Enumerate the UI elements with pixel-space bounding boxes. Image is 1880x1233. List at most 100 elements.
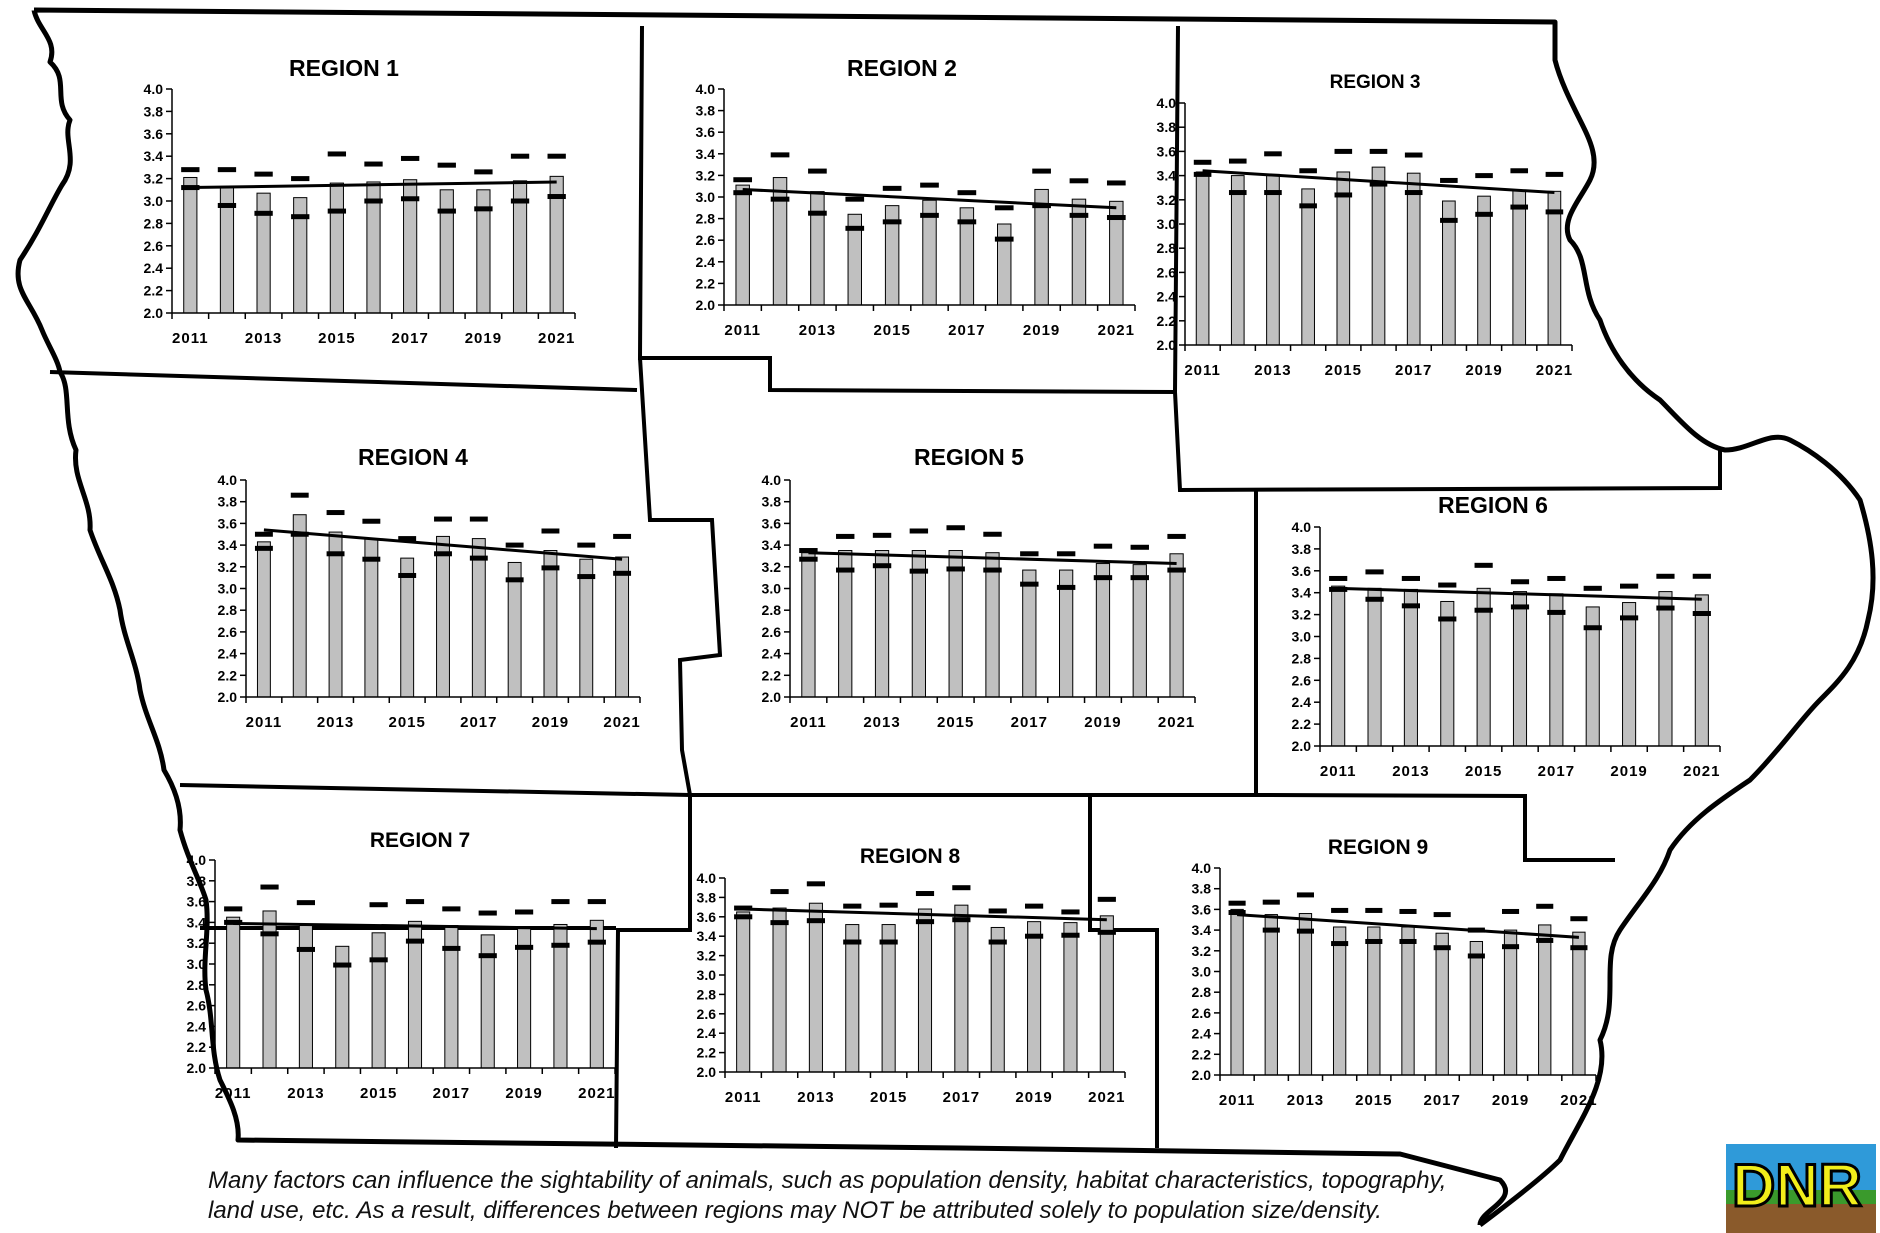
lower-ci-marker (957, 219, 977, 225)
y-tick-label: 3.0 (1157, 216, 1177, 232)
lower-ci-marker (808, 210, 827, 216)
trend-line (233, 921, 597, 931)
y-tick-label: 3.2 (696, 167, 716, 183)
upper-ci-marker (1656, 573, 1675, 579)
bar (881, 924, 896, 1073)
upper-ci-marker (1025, 903, 1044, 909)
y-tick-label: 2.8 (218, 602, 238, 618)
x-tick-label: 2011 (1184, 362, 1221, 379)
upper-ci-marker (1228, 158, 1247, 164)
upper-ci-marker (1401, 575, 1420, 581)
upper-ci-marker (1620, 583, 1639, 589)
bar (1332, 926, 1347, 1076)
lower-ci-marker (1510, 204, 1529, 210)
y-tick-label: 2.4 (1192, 1026, 1212, 1042)
upper-ci-marker (770, 889, 789, 895)
bar (1331, 585, 1346, 747)
y-tick-label: 3.6 (218, 515, 238, 531)
trend-line (190, 180, 557, 190)
y-tick-label: 3.0 (187, 956, 207, 972)
bar (1403, 588, 1418, 747)
y-tick-label: 2.8 (1192, 984, 1212, 1000)
lower-ci-marker (1262, 927, 1280, 933)
lower-ci-marker (405, 938, 425, 944)
lower-ci-marker (1570, 945, 1588, 951)
upper-ci-marker (799, 548, 818, 554)
lower-ci-marker (1097, 929, 1116, 935)
upper-ci-marker (952, 885, 971, 891)
bar (292, 514, 307, 698)
trend-line (1338, 586, 1702, 601)
x-tick-label: 2019 (1465, 362, 1502, 379)
y-tick-label: 3.0 (1292, 629, 1312, 645)
lower-ci-marker (587, 939, 606, 945)
y-tick-label: 3.8 (187, 873, 207, 889)
bar (1538, 924, 1552, 1076)
y-tick-label: 3.4 (696, 146, 716, 162)
lower-ci-marker (469, 555, 488, 561)
upper-ci-marker (1093, 543, 1113, 549)
upper-ci-marker (1056, 551, 1076, 557)
region-border (1173, 391, 1722, 493)
lower-ci-marker (1069, 212, 1089, 218)
bar (1230, 175, 1245, 346)
x-tick-label: 2011 (246, 714, 283, 731)
upper-ci-marker (1061, 909, 1080, 915)
x-tick-label: 2013 (797, 1089, 834, 1106)
y-tick-label: 4.0 (1157, 95, 1177, 111)
lower-ci-marker (988, 939, 1007, 945)
upper-ci-marker (405, 899, 425, 905)
bar (990, 926, 1005, 1073)
lower-ci-marker (1656, 605, 1675, 611)
y-tick-label: 3.6 (697, 909, 717, 925)
upper-ci-marker (369, 902, 388, 908)
y-tick-label: 2.2 (218, 667, 238, 683)
y-tick-label: 3.8 (1192, 881, 1212, 897)
bar (917, 908, 933, 1073)
upper-ci-marker (505, 542, 524, 548)
lower-ci-marker (1264, 190, 1282, 196)
upper-ci-marker (510, 153, 530, 159)
y-tick-label: 4.0 (218, 472, 238, 488)
bar (874, 550, 890, 698)
upper-ci-marker (362, 518, 381, 524)
y-tick-label: 3.6 (144, 126, 164, 142)
lower-ci-marker (1545, 209, 1564, 215)
y-tick-label: 2.4 (218, 646, 238, 662)
upper-ci-marker (808, 168, 827, 174)
upper-ci-marker (1334, 148, 1353, 154)
lower-ci-marker (1193, 171, 1212, 177)
y-tick-label: 2.2 (144, 283, 164, 299)
y-tick-label: 2.6 (144, 238, 164, 254)
upper-ci-marker (224, 906, 243, 912)
lower-ci-marker (478, 953, 497, 959)
bar (735, 184, 750, 306)
y-tick-label: 3.6 (187, 894, 207, 910)
x-tick-label: 2019 (1610, 763, 1647, 780)
lower-ci-marker (920, 212, 939, 218)
x-tick-label: 2015 (873, 322, 910, 339)
x-tick-label: 2015 (1465, 763, 1502, 780)
lower-ci-marker (1061, 932, 1080, 938)
chart-title: REGION 8 (860, 845, 961, 868)
y-tick-label: 3.6 (696, 124, 716, 140)
bar (810, 191, 825, 306)
x-tick-label: 2021 (578, 1085, 615, 1102)
upper-ci-marker (1369, 148, 1388, 154)
region-border (1088, 795, 1159, 1148)
x-tick-label: 2013 (1287, 1092, 1324, 1109)
bar (183, 176, 198, 314)
y-tick-label: 3.2 (697, 948, 717, 964)
x-tick-label: 2013 (317, 714, 354, 731)
region-chart: REGION 9 4.0 3.8 3.6 3.4 3.2 3.0 2.8 2.6 2.4 2.2 2.… (1192, 836, 1597, 1109)
lower-ci-marker (882, 219, 902, 225)
lower-ci-marker (879, 939, 898, 945)
bar (1095, 563, 1111, 698)
bar (1549, 593, 1564, 747)
upper-ci-marker (1399, 908, 1417, 914)
lower-ci-marker (474, 206, 493, 212)
trend-line (263, 528, 623, 561)
y-tick-label: 3.8 (218, 494, 238, 510)
upper-ci-marker (1510, 168, 1529, 174)
lower-ci-marker (437, 208, 456, 214)
